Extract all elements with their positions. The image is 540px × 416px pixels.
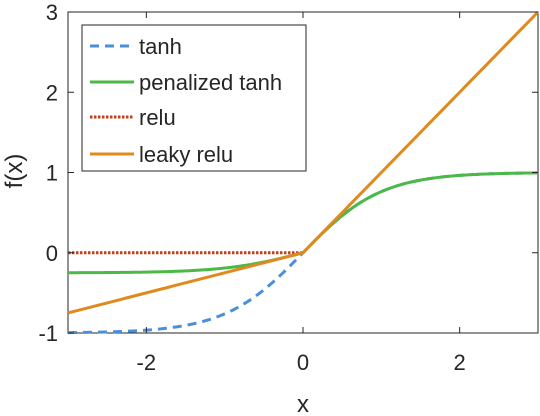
series-line-leaky-relu [67,10,540,315]
y-tick-label: 2 [46,80,58,105]
legend-box [81,24,307,172]
y-axis-label: f(x) [1,154,28,189]
x-tick-label: -2 [137,350,157,375]
x-axis-label: x [297,391,309,416]
y-tick-label: -1 [38,321,58,346]
legend-label: relu [139,105,176,130]
x-tick-label: 2 [454,350,466,375]
legend-label: leaky relu [139,142,233,167]
legend: tanh penalized tanh relu leaky relu [81,24,307,172]
ticks: -2 0 2 -1 0 1 2 3 [38,0,538,375]
y-tick-label: 0 [46,241,58,266]
y-tick-label: 3 [46,0,58,25]
legend-label: tanh [139,34,182,59]
x-tick-label: 0 [297,350,309,375]
y-tick-label: 1 [46,161,58,186]
legend-label: penalized tanh [139,70,282,95]
